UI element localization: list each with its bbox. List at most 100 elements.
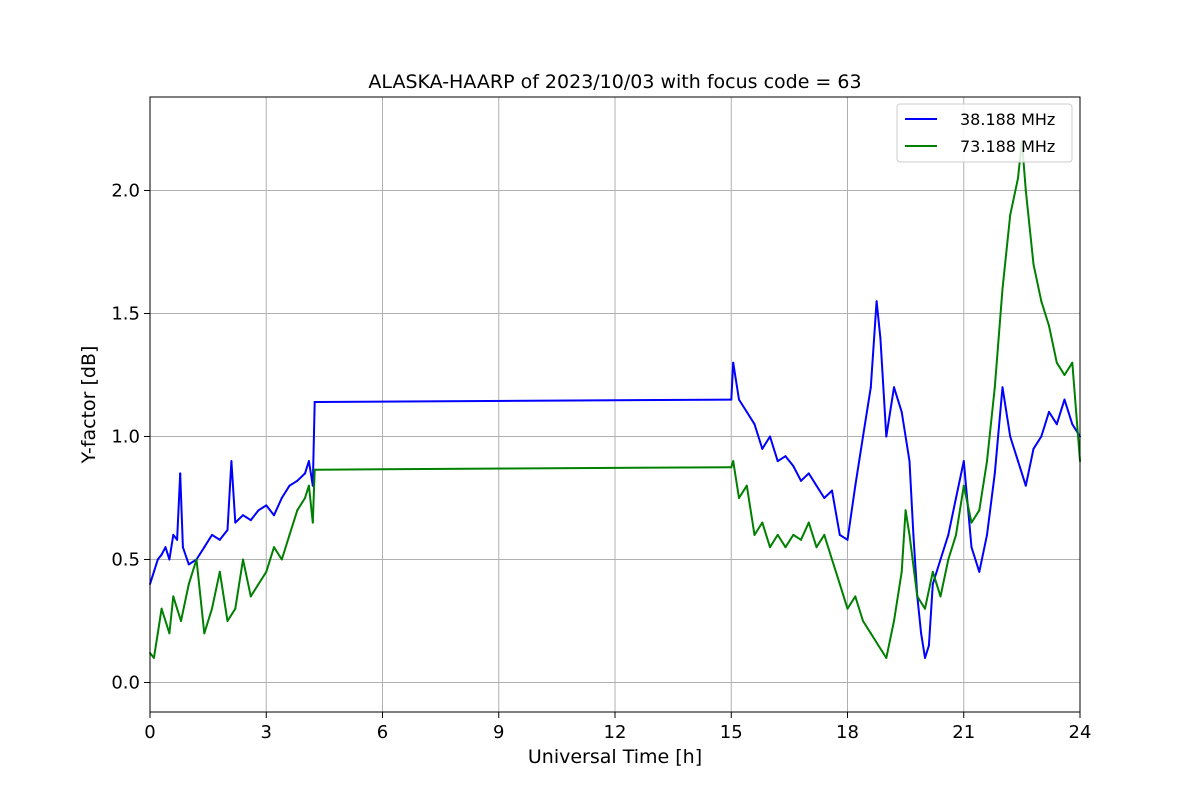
series-0-segment-62: [931, 558, 942, 586]
series-1: [149, 140, 1081, 659]
series-0-segment-49: [862, 386, 872, 438]
series-0-segment-46: [838, 533, 849, 541]
series-0-segment-58: [916, 595, 923, 635]
series-0-segment-14: [218, 529, 229, 541]
series-0-segment-18: [242, 514, 252, 522]
series-0-segment-12: [203, 533, 213, 549]
series-1-segment-56: [924, 570, 934, 610]
series-1-segment-63: [978, 460, 988, 512]
x-tick-label-7: 21: [952, 722, 975, 743]
series-1-segment-23: [296, 497, 306, 512]
series-1-segment-2: [156, 607, 163, 635]
series-0-segment-24: [288, 479, 299, 487]
series-1-segment-49: [877, 644, 888, 659]
series-1-segment-26: [311, 468, 316, 524]
series-0-segment-8: [179, 472, 184, 549]
legend-label-73mhz: 73.188 MHz: [960, 137, 1055, 156]
series-layer: [149, 140, 1081, 659]
series-0-segment-64: [947, 497, 957, 536]
series-1-segment-38: [792, 533, 802, 541]
series-0-segment-13: [211, 533, 221, 541]
x-tick-label-3: 9: [493, 722, 504, 743]
series-0-segment-75: [1032, 435, 1043, 450]
series-0-segment-37: [769, 435, 779, 463]
series-0-segment-42: [807, 472, 818, 487]
legend: 38.188 MHz 73.188 MHz: [896, 103, 1073, 163]
series-1-segment-58: [939, 558, 950, 598]
series-1-segment-74: [1055, 361, 1066, 376]
series-0-segment-9: [181, 546, 190, 566]
series-0-segment-33: [738, 398, 748, 413]
series-0-segment-30: [315, 398, 733, 403]
series-0-segment-23: [280, 484, 291, 499]
series-1-segment-65: [993, 287, 1004, 389]
x-tick-label-0: 0: [144, 722, 155, 743]
series-0-segment-19: [249, 509, 260, 522]
series-0-segment-48: [854, 435, 864, 487]
series-0-segment-28: [311, 401, 316, 487]
series-1-segment-40: [807, 521, 818, 549]
x-axis-ticks: 0 3 6 9 12 15 18 21 24: [144, 712, 1091, 743]
series-0-segment-32: [732, 361, 740, 401]
series-0-segment-2: [156, 553, 163, 561]
y-tick-label-0: 0.0: [111, 672, 140, 693]
series-1-segment-43: [831, 558, 841, 586]
series-0-segment-60: [924, 644, 930, 659]
series-0-segment-52: [879, 337, 888, 438]
series-1-segment-28: [315, 466, 733, 471]
series-0-segment-20: [257, 504, 268, 512]
series-0-segment-43: [815, 484, 826, 499]
series-0-segment-44: [823, 489, 833, 499]
series-0-segment-76: [1040, 410, 1050, 438]
x-axis-label: Universal Time [h]: [528, 746, 702, 768]
series-0-segment-0: [149, 570, 155, 586]
series-0-segment-40: [792, 465, 802, 482]
series-1-segment-6: [172, 595, 179, 610]
series-0-segment-5: [168, 533, 175, 561]
series-1-segment-37: [784, 533, 795, 549]
series-1-segment-53: [904, 509, 911, 536]
x-tick-label-4: 12: [604, 722, 627, 743]
series-0-segment-72: [1009, 435, 1019, 463]
series-0-segment-56: [908, 460, 915, 536]
series-0-segment-47: [846, 484, 857, 541]
y-tick-label-1: 0.5: [111, 549, 140, 570]
series-1-segment-3: [160, 607, 167, 622]
series-0-segment-34: [745, 410, 756, 426]
series-0-segment-16: [230, 460, 237, 524]
legend-box: [896, 103, 1073, 163]
grid: [149, 97, 1081, 712]
x-tick-label-2: 6: [377, 722, 388, 743]
series-1-segment-11: [203, 607, 213, 635]
series-0-segment-78: [1055, 398, 1066, 426]
y-axis-ticks: 0.0 0.5 1.0 1.5 2.0: [111, 180, 150, 693]
series-1-segment-10: [195, 558, 206, 635]
series-0-segment-35: [753, 423, 764, 450]
series-1-segment-7: [176, 607, 182, 622]
series-0-segment-69: [986, 472, 996, 536]
series-0-segment-31: [730, 361, 735, 401]
series-1-segment-48: [869, 632, 880, 647]
series-1-segment-75: [1063, 361, 1074, 376]
series-0-segment-73: [1017, 460, 1027, 487]
series-1-segment-17: [249, 583, 260, 598]
series-1-segment-14: [226, 607, 237, 622]
series-1-segment-61: [962, 484, 973, 524]
series-1-segment-19: [265, 546, 275, 573]
x-tick-label-5: 15: [720, 722, 743, 743]
series-1-segment-35: [769, 533, 779, 549]
series-0-segment-21: [265, 504, 275, 517]
series-1-segment-60: [955, 484, 965, 536]
y-axis-label: Y-factor [dB]: [78, 346, 100, 465]
series-0-segment-79: [1063, 398, 1074, 426]
series-0-segment-53: [885, 386, 895, 438]
series-1-segment-52: [900, 509, 907, 573]
series-0-segment-67: [970, 546, 981, 573]
series-1-segment-41: [815, 533, 826, 549]
series-1-segment-36: [776, 533, 787, 549]
series-0-segment-63: [939, 533, 950, 561]
y-tick-label-2: 1.0: [111, 426, 140, 447]
series-0-segment-22: [273, 497, 283, 517]
